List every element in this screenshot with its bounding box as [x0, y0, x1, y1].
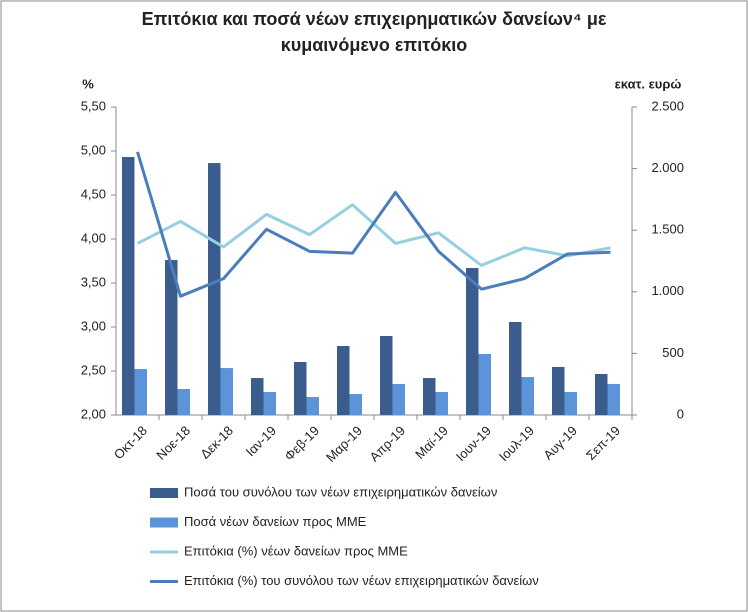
bar: [165, 260, 178, 415]
chart-title: Επιτόκια και ποσά νέων επιχειρηματικών δ…: [142, 9, 607, 55]
y-axis-label: %: [82, 76, 94, 91]
y2-tick-label: 2.500: [651, 98, 684, 113]
legend-label: Ποσά του συνόλου των νέων επιχειρηματικώ…: [184, 484, 497, 499]
bar: [177, 389, 190, 415]
y-tick-label: 4,00: [81, 230, 106, 245]
bar: [509, 321, 522, 415]
bar: [521, 377, 534, 415]
y-tick-label: 4,50: [81, 186, 106, 201]
y2-tick-label: 1.000: [651, 283, 684, 298]
bar: [337, 346, 350, 415]
bar: [595, 373, 608, 415]
bar: [263, 391, 276, 415]
bar: [122, 157, 135, 415]
bar: [564, 391, 577, 415]
legend-swatch: [150, 488, 178, 498]
bar: [306, 397, 319, 415]
y-tick-label: 5,50: [81, 98, 106, 113]
bar: [607, 383, 620, 415]
line: [136, 151, 611, 298]
bar: [423, 378, 436, 415]
y2-axis-label: εκατ. ευρώ: [615, 76, 682, 91]
bar: [435, 391, 448, 415]
bar: [220, 368, 233, 415]
bar: [466, 268, 479, 415]
y-tick-label: 2,00: [81, 406, 106, 421]
bar: [552, 366, 565, 415]
y-tick-label: 2,50: [81, 362, 106, 377]
legend-swatch: [150, 517, 178, 528]
bar: [208, 163, 221, 415]
legend-label: Επιτόκια (%) του συνόλου των νέων επιχει…: [184, 573, 539, 588]
bar: [380, 336, 393, 415]
bar: [478, 354, 491, 415]
bar: [294, 362, 307, 415]
y-tick-label: 3,50: [81, 274, 106, 289]
legend-label: Ποσά νέων δανείων προς ΜΜΕ: [184, 514, 367, 529]
y2-tick-label: 1.500: [651, 222, 684, 237]
y-tick-label: 5,00: [81, 142, 106, 157]
y2-tick-label: 0: [677, 406, 684, 421]
bar: [134, 369, 147, 415]
bar: [392, 383, 405, 415]
y-tick-label: 3,00: [81, 318, 106, 333]
bar: [349, 394, 362, 415]
legend-label: Επιτόκια (%) νέων δανείων προς ΜΜΕ: [184, 543, 408, 558]
bar: [251, 378, 264, 415]
y2-tick-label: 500: [662, 345, 684, 360]
y2-tick-label: 2.000: [651, 160, 684, 175]
